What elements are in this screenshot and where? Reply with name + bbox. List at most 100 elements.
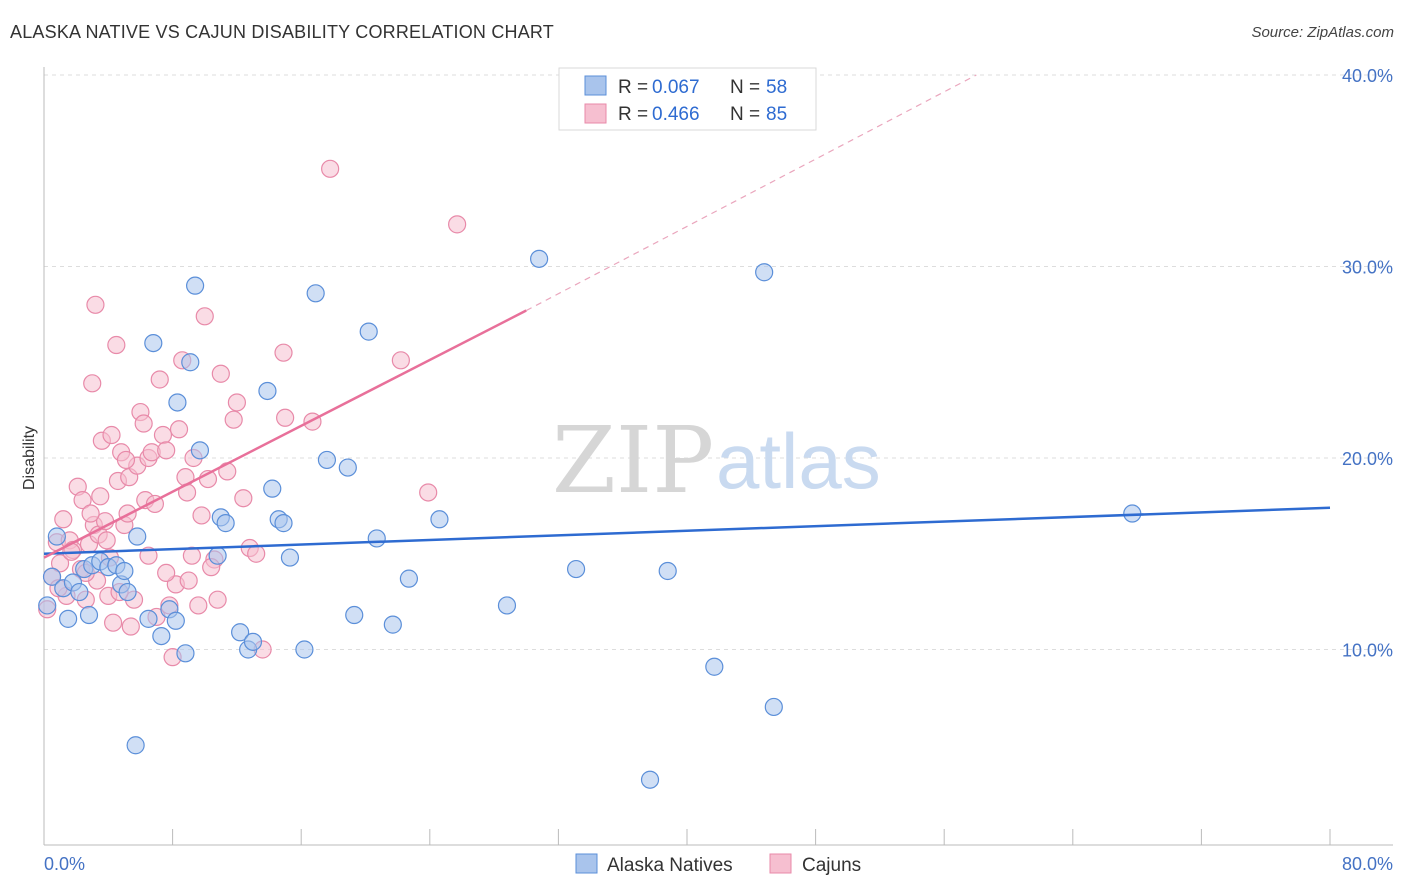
grid-lines	[44, 74, 1393, 650]
cajun-point	[179, 571, 198, 590]
cajun-point	[224, 410, 243, 429]
bottom-legend-label-pink: Cajuns	[802, 855, 861, 876]
cajun-point	[83, 374, 102, 393]
alaska-native-point	[295, 640, 314, 659]
cajun-point	[157, 441, 176, 460]
alaska-native-point	[118, 582, 137, 602]
x-tick-label-max: 80.0%	[1342, 854, 1393, 874]
cajun-point	[134, 414, 153, 433]
cajun-point	[107, 335, 126, 355]
chart-title: ALASKA NATIVE VS CAJUN DISABILITY CORREL…	[10, 22, 555, 42]
legend-r-label: R =	[618, 77, 648, 98]
alaska-native-point	[530, 249, 549, 268]
x-tick-label-min: 0.0%	[44, 854, 85, 874]
alaska-native-point	[383, 615, 402, 634]
alaska-native-point	[367, 529, 386, 548]
alaska-native-point	[216, 514, 235, 533]
cajuns-trend-line	[43, 309, 527, 559]
alaska-natives-points	[38, 249, 1142, 789]
alaska-native-point	[42, 567, 62, 586]
alaska-natives-trend-line	[43, 506, 1331, 555]
alaska-native-point	[345, 605, 364, 625]
legend-n-label: N =	[730, 104, 760, 125]
cajun-point	[419, 483, 438, 502]
axes	[43, 67, 1393, 846]
y-tick-label: 40.0%	[1342, 66, 1393, 86]
legend-box: R = 0.067 N = 58 R = 0.466 N = 85	[558, 67, 817, 131]
alaska-native-point	[59, 609, 78, 628]
bottom-legend-swatch-pink	[769, 853, 792, 874]
alaska-native-point	[274, 514, 293, 533]
legend-r-value: 0.067	[652, 77, 700, 98]
alaska-native-point	[658, 561, 677, 581]
alaska-native-point	[168, 393, 187, 412]
cajun-point	[276, 408, 295, 427]
alaska-native-point	[152, 626, 171, 646]
alaska-native-point	[317, 450, 337, 470]
cajun-point	[50, 554, 70, 573]
cajun-point	[153, 425, 173, 445]
watermark-atlas: atlas	[716, 417, 881, 505]
alaska-native-point	[258, 381, 277, 401]
trend-lines	[43, 74, 1331, 559]
y-tick-label: 20.0%	[1342, 449, 1393, 469]
bottom-legend: Alaska Natives Cajuns	[575, 853, 861, 876]
cajun-point	[102, 425, 121, 445]
cajun-point	[247, 544, 266, 563]
legend-r-value: 0.466	[652, 104, 700, 125]
alaska-native-point	[359, 322, 378, 341]
cajun-point	[81, 504, 100, 523]
alaska-native-point	[128, 527, 147, 546]
alaska-native-point	[497, 596, 517, 615]
alaska-native-point	[208, 546, 227, 565]
alaska-native-point	[399, 569, 419, 588]
alaska-native-point	[705, 657, 724, 676]
y-axis-title: Disability	[21, 426, 38, 490]
cajun-point	[116, 450, 136, 470]
cajun-point	[73, 491, 92, 510]
alaska-native-point	[243, 632, 263, 651]
alaska-native-point	[166, 611, 185, 630]
cajun-point	[211, 364, 230, 383]
cajun-point	[169, 420, 189, 439]
bottom-legend-label-blue: Alaska Natives	[607, 855, 733, 876]
bottom-legend-swatch-blue	[575, 853, 598, 874]
alaska-native-point	[640, 770, 660, 789]
cajun-point	[150, 370, 169, 389]
cajun-point	[195, 307, 214, 326]
alaska-native-point	[430, 510, 449, 529]
alaska-native-point	[263, 479, 282, 498]
cajun-point	[227, 393, 246, 412]
y-tick-label: 10.0%	[1342, 641, 1393, 661]
alaska-native-point	[566, 559, 586, 579]
alaska-native-point	[144, 334, 163, 353]
watermark: ZIP atlas	[552, 407, 881, 514]
cajuns-points	[38, 159, 467, 667]
alaska-native-point	[186, 276, 205, 295]
alaska-native-point	[70, 582, 89, 602]
alaska-native-point	[126, 736, 145, 755]
y-tick-labels: 10.0% 20.0% 30.0% 40.0%	[1342, 66, 1393, 661]
source-label: Source: ZipAtlas.com	[1251, 24, 1394, 41]
cajun-point	[54, 510, 73, 529]
alaska-native-point	[38, 596, 57, 615]
cajun-point	[157, 563, 176, 583]
y-tick-label: 30.0%	[1342, 258, 1393, 278]
legend-n-value: 58	[766, 77, 787, 98]
alaska-native-point	[231, 623, 250, 642]
alaska-native-point	[764, 697, 783, 717]
legend-n-label: N =	[730, 77, 760, 98]
alaska-native-point	[115, 561, 134, 581]
cajun-point	[121, 617, 140, 636]
cajun-point	[86, 295, 105, 314]
cajuns-trend-extension	[525, 74, 977, 312]
alaska-native-point	[190, 441, 210, 460]
cajun-point	[192, 506, 211, 525]
legend-swatch-blue	[584, 75, 607, 96]
alaska-native-point	[306, 284, 325, 303]
cajun-point	[91, 487, 110, 506]
cajun-point	[321, 159, 340, 178]
cajun-point	[391, 351, 410, 370]
alaska-native-point	[338, 458, 357, 477]
cajun-point	[97, 531, 116, 550]
